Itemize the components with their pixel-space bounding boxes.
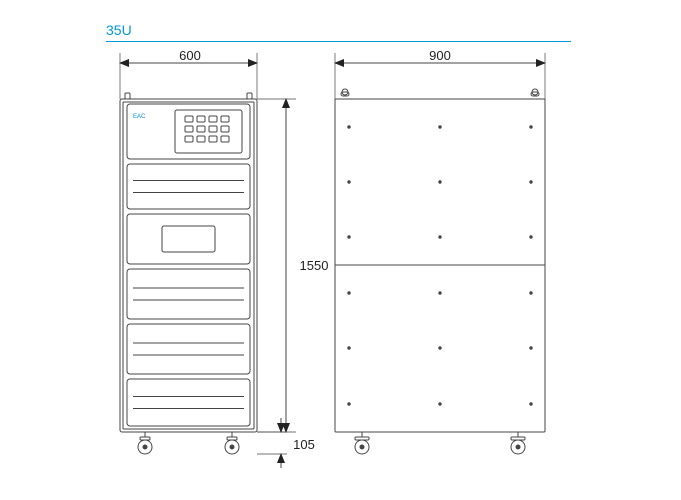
dim-caster: 105 — [289, 437, 319, 452]
diagram-title: 35U — [106, 22, 132, 38]
side-view — [335, 89, 545, 454]
dim-height: 1550 — [294, 258, 334, 273]
dim-front-width: 600 — [170, 48, 210, 63]
svg-text:EAC: EAC — [133, 114, 146, 120]
title-underline — [106, 41, 571, 42]
dim-side-width: 900 — [420, 48, 460, 63]
front-view: EAC — [120, 93, 257, 454]
